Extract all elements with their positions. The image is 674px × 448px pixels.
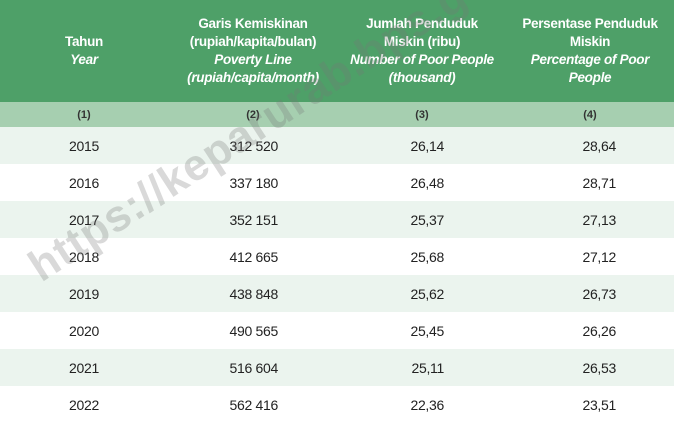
cell-year: 2020 bbox=[69, 322, 99, 339]
column-number-row: (1) (2) (3) (4) bbox=[0, 102, 674, 127]
cell-poverty-line: 562 416 bbox=[229, 396, 278, 413]
cell-poverty-line: 412 665 bbox=[229, 248, 278, 265]
cell-poor-people: 25,62 bbox=[410, 285, 444, 302]
table-row: 2020 490 565 25,45 26,26 bbox=[0, 312, 674, 349]
cell-percentage: 23,51 bbox=[582, 396, 616, 413]
cell-poor-people: 25,37 bbox=[410, 211, 444, 228]
cell-poverty-line: 352 151 bbox=[229, 211, 278, 228]
column-number: (1) bbox=[77, 108, 91, 121]
cell-year: 2016 bbox=[69, 174, 99, 191]
header-percentage: Persentase Penduduk Miskin Percentage of… bbox=[522, 16, 658, 85]
table-header: Tahun Year Garis Kemiskinan (rupiah/kapi… bbox=[0, 0, 674, 102]
column-number: (3) bbox=[415, 108, 429, 121]
cell-year: 2017 bbox=[69, 211, 99, 228]
cell-year: 2021 bbox=[69, 359, 99, 376]
cell-percentage: 28,64 bbox=[582, 137, 616, 154]
cell-poverty-line: 337 180 bbox=[229, 174, 278, 191]
table-row: 2022 562 416 22,36 23,51 bbox=[0, 386, 674, 423]
table-row: 2016 337 180 26,48 28,71 bbox=[0, 164, 674, 201]
table-row: 2019 438 848 25,62 26,73 bbox=[0, 275, 674, 312]
cell-percentage: 26,73 bbox=[582, 285, 616, 302]
cell-year: 2015 bbox=[69, 137, 99, 154]
table-row: 2021 516 604 25,11 26,53 bbox=[0, 349, 674, 386]
table-body: 2015 312 520 26,14 28,64 2016 337 180 26… bbox=[0, 127, 674, 423]
column-number: (4) bbox=[583, 108, 597, 121]
cell-percentage: 27,13 bbox=[582, 211, 616, 228]
cell-poverty-line: 438 848 bbox=[229, 285, 278, 302]
header-year: Tahun Year bbox=[65, 34, 103, 67]
cell-year: 2019 bbox=[69, 285, 99, 302]
cell-percentage: 28,71 bbox=[582, 174, 616, 191]
cell-year: 2022 bbox=[69, 396, 99, 413]
header-poverty-line: Garis Kemiskinan (rupiah/kapita/bulan) P… bbox=[187, 16, 319, 85]
cell-poverty-line: 516 604 bbox=[229, 359, 278, 376]
cell-poor-people: 26,14 bbox=[410, 137, 444, 154]
cell-poor-people: 22,36 bbox=[410, 396, 444, 413]
cell-year: 2018 bbox=[69, 248, 99, 265]
poverty-table: Tahun Year Garis Kemiskinan (rupiah/kapi… bbox=[0, 0, 674, 423]
table-row: 2017 352 151 25,37 27,13 bbox=[0, 201, 674, 238]
header-poor-people: Jumlah Penduduk Miskin (ribu) Number of … bbox=[350, 16, 494, 85]
cell-poor-people: 25,68 bbox=[410, 248, 444, 265]
table-row: 2015 312 520 26,14 28,64 bbox=[0, 127, 674, 164]
cell-poverty-line: 490 565 bbox=[229, 322, 278, 339]
cell-poor-people: 26,48 bbox=[410, 174, 444, 191]
cell-poverty-line: 312 520 bbox=[229, 137, 278, 154]
cell-poor-people: 25,11 bbox=[411, 359, 445, 376]
cell-percentage: 26,26 bbox=[582, 322, 616, 339]
cell-poor-people: 25,45 bbox=[410, 322, 444, 339]
cell-percentage: 27,12 bbox=[582, 248, 616, 265]
column-number: (2) bbox=[246, 108, 260, 121]
cell-percentage: 26,53 bbox=[582, 359, 616, 376]
table-row: 2018 412 665 25,68 27,12 bbox=[0, 238, 674, 275]
